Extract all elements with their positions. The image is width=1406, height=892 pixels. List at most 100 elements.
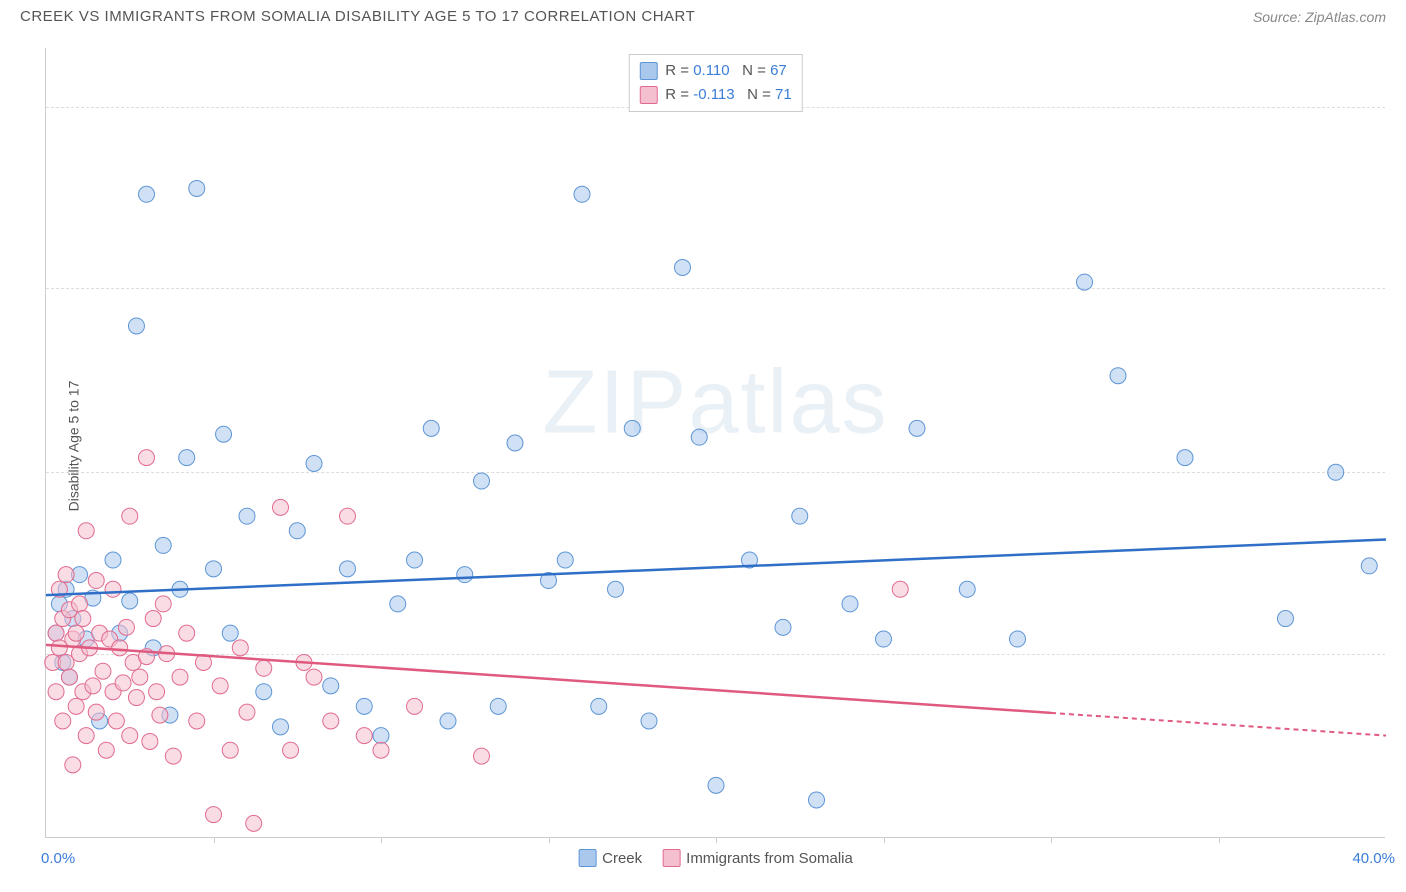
data-point [423, 420, 439, 436]
data-point [323, 713, 339, 729]
data-point [75, 611, 91, 627]
data-point [122, 593, 138, 609]
data-point [373, 728, 389, 744]
data-point [155, 596, 171, 612]
data-point [876, 631, 892, 647]
series-legend: Creek Immigrants from Somalia [578, 849, 853, 867]
data-point [105, 581, 121, 597]
data-point [557, 552, 573, 568]
data-point [440, 713, 456, 729]
data-point [122, 728, 138, 744]
data-point [1177, 450, 1193, 466]
data-point [139, 450, 155, 466]
data-point [959, 581, 975, 597]
data-point [189, 180, 205, 196]
data-point [232, 640, 248, 656]
data-point [48, 625, 64, 641]
data-point [356, 698, 372, 714]
data-point [691, 429, 707, 445]
data-point [118, 619, 134, 635]
data-point [323, 678, 339, 694]
chart-plot-area: ZIPatlas 6.3%12.5%18.8%25.0% R = 0.110 N… [45, 48, 1385, 838]
series-legend-item: Creek [578, 849, 642, 867]
data-point [179, 625, 195, 641]
data-point [708, 777, 724, 793]
data-point [239, 704, 255, 720]
data-point [78, 523, 94, 539]
data-point [775, 619, 791, 635]
data-point [48, 684, 64, 700]
data-point [78, 728, 94, 744]
data-point [179, 450, 195, 466]
chart-source: Source: ZipAtlas.com [1253, 9, 1386, 25]
series-legend-label: Creek [602, 850, 642, 867]
data-point [68, 625, 84, 641]
data-point [72, 596, 88, 612]
data-point [206, 561, 222, 577]
data-point [256, 660, 272, 676]
chart-title: CREEK VS IMMIGRANTS FROM SOMALIA DISABIL… [20, 8, 695, 25]
data-point [88, 573, 104, 589]
data-point [1278, 611, 1294, 627]
data-point [1077, 274, 1093, 290]
legend-swatch [578, 849, 596, 867]
data-point [792, 508, 808, 524]
data-point [507, 435, 523, 451]
data-point [490, 698, 506, 714]
data-point [222, 625, 238, 641]
data-point [239, 508, 255, 524]
data-point [474, 748, 490, 764]
data-point [457, 567, 473, 583]
data-point [61, 669, 77, 685]
data-point [212, 678, 228, 694]
data-point [892, 581, 908, 597]
data-point [206, 807, 222, 823]
data-point [105, 552, 121, 568]
data-point [189, 713, 205, 729]
scatter-svg [46, 48, 1385, 837]
data-point [340, 508, 356, 524]
data-point [273, 499, 289, 515]
data-point [842, 596, 858, 612]
data-point [390, 596, 406, 612]
data-point [591, 698, 607, 714]
series-legend-item: Immigrants from Somalia [662, 849, 853, 867]
data-point [246, 815, 262, 831]
data-point [1361, 558, 1377, 574]
data-point [145, 611, 161, 627]
data-point [222, 742, 238, 758]
data-point [306, 669, 322, 685]
data-point [98, 742, 114, 758]
data-point [624, 420, 640, 436]
legend-swatch [662, 849, 680, 867]
data-point [373, 742, 389, 758]
data-point [675, 259, 691, 275]
data-point [909, 420, 925, 436]
series-legend-label: Immigrants from Somalia [686, 850, 853, 867]
data-point [115, 675, 131, 691]
data-point [122, 508, 138, 524]
data-point [407, 552, 423, 568]
data-point [55, 713, 71, 729]
data-point [809, 792, 825, 808]
data-point [85, 678, 101, 694]
data-point [128, 690, 144, 706]
data-point [95, 663, 111, 679]
data-point [1010, 631, 1026, 647]
data-point [289, 523, 305, 539]
data-point [65, 757, 81, 773]
x-axis-min-label: 0.0% [41, 850, 75, 867]
data-point [216, 426, 232, 442]
data-point [88, 704, 104, 720]
data-point [108, 713, 124, 729]
data-point [340, 561, 356, 577]
regression-line [46, 540, 1386, 596]
data-point [474, 473, 490, 489]
data-point [608, 581, 624, 597]
data-point [142, 733, 158, 749]
data-point [283, 742, 299, 758]
data-point [306, 455, 322, 471]
data-point [139, 186, 155, 202]
data-point [58, 567, 74, 583]
data-point [172, 669, 188, 685]
